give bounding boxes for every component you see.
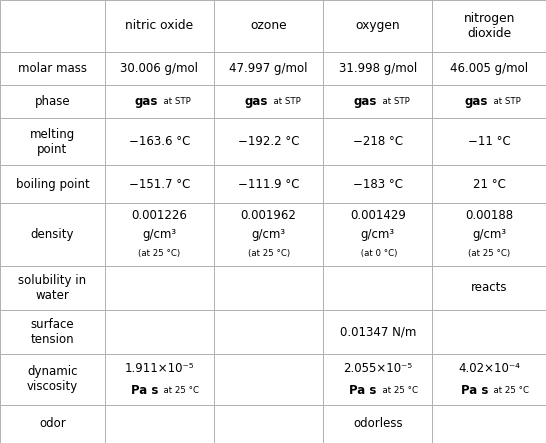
Text: 47.997 g/mol: 47.997 g/mol: [229, 62, 308, 75]
Text: odor: odor: [39, 417, 66, 431]
Text: Pa s: Pa s: [461, 384, 488, 397]
Text: 21 °C: 21 °C: [473, 178, 506, 190]
Text: ozone: ozone: [250, 19, 287, 32]
Text: at STP: at STP: [488, 97, 521, 106]
Text: boiling point: boiling point: [15, 178, 90, 190]
Text: −151.7 °C: −151.7 °C: [129, 178, 190, 190]
Text: 4.02×10⁻⁴: 4.02×10⁻⁴: [458, 361, 520, 375]
Text: −192.2 °C: −192.2 °C: [238, 135, 299, 148]
Text: 0.001962: 0.001962: [241, 209, 296, 222]
Text: 2.055×10⁻⁵: 2.055×10⁻⁵: [343, 361, 412, 375]
Text: −11 °C: −11 °C: [468, 135, 511, 148]
Text: molar mass: molar mass: [18, 62, 87, 75]
Text: gas: gas: [465, 95, 488, 108]
Text: −163.6 °C: −163.6 °C: [129, 135, 190, 148]
Text: −218 °C: −218 °C: [353, 135, 403, 148]
Text: phase: phase: [34, 95, 70, 108]
Text: reacts: reacts: [471, 281, 507, 294]
Text: at 25 °C: at 25 °C: [488, 386, 529, 395]
Text: gas: gas: [135, 95, 158, 108]
Text: at STP: at STP: [158, 97, 191, 106]
Text: 0.001226: 0.001226: [132, 209, 187, 222]
Text: (at 25 °C): (at 25 °C): [247, 249, 290, 258]
Text: Pa s: Pa s: [349, 384, 377, 397]
Text: surface
tension: surface tension: [31, 318, 74, 346]
Text: g/cm³: g/cm³: [472, 228, 506, 241]
Text: gas: gas: [244, 95, 268, 108]
Text: −183 °C: −183 °C: [353, 178, 403, 190]
Text: dynamic
viscosity: dynamic viscosity: [27, 365, 78, 393]
Text: g/cm³: g/cm³: [143, 228, 176, 241]
Text: density: density: [31, 228, 74, 241]
Text: solubility in
water: solubility in water: [19, 274, 86, 302]
Text: 31.998 g/mol: 31.998 g/mol: [339, 62, 417, 75]
Text: 0.00188: 0.00188: [465, 209, 513, 222]
Text: nitric oxide: nitric oxide: [126, 19, 193, 32]
Text: (at 0 °C): (at 0 °C): [358, 249, 397, 258]
Text: 0.001429: 0.001429: [350, 209, 406, 222]
Text: odorless: odorless: [353, 417, 402, 431]
Text: 30.006 g/mol: 30.006 g/mol: [121, 62, 198, 75]
Text: 1.911×10⁻⁵: 1.911×10⁻⁵: [124, 361, 194, 375]
Text: at 25 °C: at 25 °C: [158, 386, 199, 395]
Text: melting
point: melting point: [30, 128, 75, 155]
Text: at STP: at STP: [268, 97, 300, 106]
Text: (at 25 °C): (at 25 °C): [138, 249, 181, 258]
Text: gas: gas: [353, 95, 377, 108]
Text: at 25 °C: at 25 °C: [377, 386, 418, 395]
Text: −111.9 °C: −111.9 °C: [238, 178, 299, 190]
Text: g/cm³: g/cm³: [252, 228, 286, 241]
Text: 0.01347 N/m: 0.01347 N/m: [340, 325, 416, 338]
Text: nitrogen
dioxide: nitrogen dioxide: [464, 12, 515, 40]
Text: at STP: at STP: [377, 97, 410, 106]
Text: 46.005 g/mol: 46.005 g/mol: [450, 62, 529, 75]
Text: g/cm³: g/cm³: [361, 228, 395, 241]
Text: (at 25 °C): (at 25 °C): [468, 249, 511, 258]
Text: oxygen: oxygen: [355, 19, 400, 32]
Text: Pa s: Pa s: [131, 384, 158, 397]
